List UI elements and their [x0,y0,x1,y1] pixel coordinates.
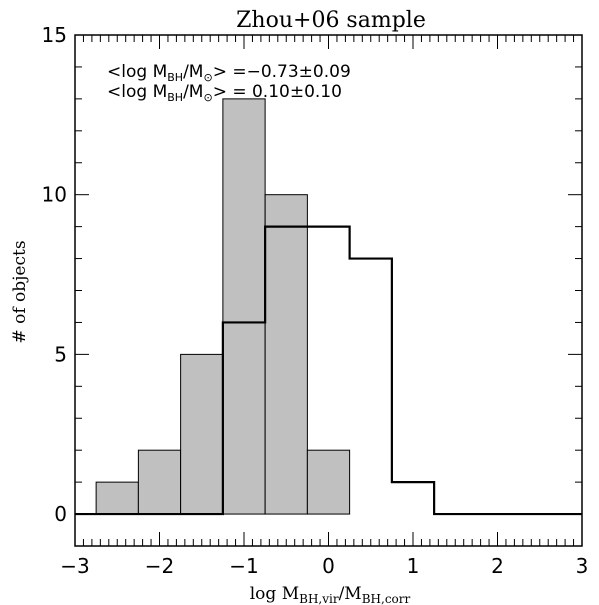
x-axis-label-num-sub: BH,vir [299,592,339,605]
x-axis-label-prefix: log M [250,584,299,604]
histogram-bar [264,194,308,515]
annotation-2-mid: /M [183,82,203,102]
x-tick-label: −2 [145,554,174,578]
annotation-2-prefix: <log M [107,82,167,102]
histogram-bar [180,353,224,515]
tick-labels: −3 −2 −1 0 1 2 3 0 5 10 15 [42,23,589,578]
y-tick-label: 0 [54,502,67,526]
histogram-bar [306,449,351,515]
x-axis-label-den-sub: BH,corr [362,592,411,605]
annotation-1-sub: BH [167,71,183,84]
x-axis-label-sep: /M [339,584,362,604]
x-tick-label: 0 [322,554,335,578]
y-tick-label: 5 [54,342,67,366]
filled-histogram [95,98,351,515]
y-axis-label: # of objects [10,240,30,343]
annotation-line-1: <log MBH/M⊙> =−0.73±0.09 [107,62,351,84]
step-histogram-line [75,225,582,516]
histogram-bar [222,98,266,515]
annotation-1-prefix: <log M [107,62,167,82]
x-tick-label: 1 [407,554,420,578]
histogram-bar [95,481,139,515]
x-tick-label: −1 [229,554,258,578]
y-tick-label: 10 [42,183,67,207]
x-tick-label: −3 [60,554,89,578]
step-histogram [75,225,582,516]
annotation-2-sun-symbol: ⊙ [203,91,212,104]
annotation-2-value: > = 0.10±0.10 [213,82,342,102]
annotation-1-value: > =−0.73±0.09 [213,62,351,82]
annotation-line-2: <log MBH/M⊙> = 0.10±0.10 [107,82,342,104]
plot-frame [74,34,583,547]
x-tick-label: 2 [491,554,504,578]
histogram-bar [137,449,182,515]
annotation-2-sub: BH [167,91,183,104]
annotation-1-sun-symbol: ⊙ [203,71,212,84]
chart-title: Zhou+06 sample [236,8,426,33]
x-axis-label: log MBH,vir/MBH,corr [250,584,411,605]
annotation-1-mid: /M [183,62,203,82]
y-tick-label: 15 [42,23,67,47]
x-tick-label: 3 [576,554,589,578]
